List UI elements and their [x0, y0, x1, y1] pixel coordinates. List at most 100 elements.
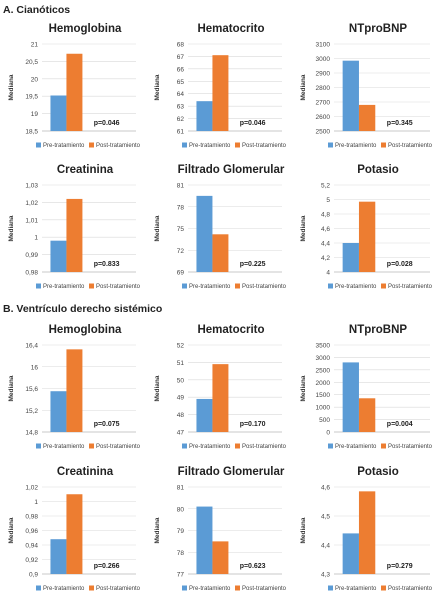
bar-post-tratamiento — [66, 198, 83, 272]
legend-label-post: Post-tratamiento — [96, 284, 141, 290]
legend-swatch-pre — [182, 443, 187, 449]
y-tick-label: 2700 — [316, 100, 331, 107]
chart-a-ntprobnp: NTproBNP 2500 2600 2700 2800 2900 3000 3100 Medi… — [300, 23, 433, 149]
y-axis-label: Mediana — [300, 375, 307, 401]
legend-label-pre: Pre-tratamiento — [189, 284, 231, 290]
y-tick-label: 1,03 — [25, 183, 38, 190]
legend-label-post: Post-tratamiento — [388, 143, 433, 149]
chart-a-hematocrito: Hematocrito 61 62 63 64 65 66 67 68 Mediana p=0.04… — [154, 23, 287, 149]
y-tick-label: 18,5 — [25, 129, 38, 136]
y-tick-label: 67 — [177, 54, 185, 61]
legend-label-pre: Pre-tratamiento — [43, 444, 85, 450]
chart-title: NTproBNP — [349, 23, 407, 35]
legend-swatch-pre — [328, 283, 333, 289]
y-tick-label: 4,2 — [321, 255, 330, 262]
y-tick-label: 4,3 — [321, 572, 330, 579]
chart-panel-a-hemoglobina: Hemoglobina 18,5 19 19,5 20 20,5 21 Mediana p=0.… — [2, 16, 146, 155]
y-tick-label: 78 — [177, 550, 185, 557]
y-tick-label: 72 — [177, 248, 185, 255]
y-tick-label: 14,8 — [25, 430, 38, 437]
p-value-annotation: p=0.623 — [240, 563, 266, 570]
chart-title: Filtrado Glomerular — [178, 164, 285, 176]
bar-pre-tratamiento — [196, 398, 213, 432]
y-tick-label: 1,02 — [25, 485, 38, 492]
legend-swatch-pre — [36, 142, 41, 148]
legend-swatch-post — [89, 585, 94, 591]
y-tick-label: 4 — [326, 270, 330, 277]
bar-pre-tratamiento — [196, 195, 213, 272]
y-tick-label: 62 — [177, 116, 185, 123]
y-tick-label: 2600 — [316, 114, 331, 121]
legend-swatch-pre — [182, 142, 187, 148]
legend-swatch-post — [381, 585, 386, 591]
legend-label-pre: Pre-tratamiento — [43, 143, 85, 149]
y-tick-label: 19 — [31, 111, 39, 118]
chart-panel-a-creatinina: Creatinina 0,98 0,99 1 1,01 1,02 1,03 Mediana p=… — [2, 157, 146, 296]
legend-swatch-post — [381, 443, 386, 449]
chart-title: Filtrado Glomerular — [178, 466, 285, 478]
bar-pre-tratamiento — [342, 60, 359, 131]
y-tick-label: 21 — [31, 42, 39, 49]
legend-label-pre: Pre-tratamiento — [335, 143, 377, 149]
bar-pre-tratamiento — [342, 533, 359, 574]
bar-post-tratamiento — [358, 104, 376, 131]
y-tick-label: 5,2 — [321, 183, 330, 190]
legend-label-post: Post-tratamiento — [388, 586, 433, 592]
y-axis-label: Mediana — [8, 74, 15, 100]
bar-pre-tratamiento — [342, 243, 359, 272]
chart-title: Hemoglobina — [49, 324, 122, 336]
y-tick-label: 79 — [177, 528, 185, 535]
legend-label-pre: Pre-tratamiento — [335, 284, 377, 290]
legend-label-post: Post-tratamiento — [242, 444, 287, 450]
y-tick-label: 4,6 — [321, 226, 330, 233]
legend-swatch-pre — [36, 585, 41, 591]
chart-b-ntprobnp: NTproBNP 0 500 1000 1500 2000 2500 3000 3500 Medi… — [300, 324, 433, 450]
y-tick-label: 15,6 — [25, 386, 38, 393]
p-value-annotation: p=0.266 — [94, 563, 120, 570]
y-tick-label: 2000 — [316, 380, 331, 387]
bar-post-tratamiento — [66, 53, 83, 131]
section-b-title: B. Ventrículo derecho sistémico — [3, 303, 163, 315]
y-tick-label: 1,01 — [25, 217, 38, 224]
y-axis-label: Mediana — [8, 517, 15, 543]
legend-label-pre: Pre-tratamiento — [189, 444, 231, 450]
chart-b-hemoglobina: Hemoglobina 14,8 15,2 15,6 16 16,4 Mediana p=0.… — [8, 324, 141, 450]
y-axis-label: Mediana — [154, 215, 161, 241]
y-tick-label: 4,5 — [321, 514, 330, 521]
p-value-annotation: p=0.075 — [94, 421, 120, 428]
bar-pre-tratamiento — [50, 95, 67, 131]
chart-a-hemoglobina: Hemoglobina 18,5 19 19,5 20 20,5 21 Mediana p=0.… — [8, 23, 141, 149]
chart-panel-b-ntprobnp: NTproBNP 0 500 1000 1500 2000 2500 3000 3500 Medi… — [294, 317, 440, 456]
bar-post-tratamiento — [66, 349, 83, 432]
bar-pre-tratamiento — [196, 101, 213, 131]
y-tick-label: 20 — [31, 76, 39, 83]
y-tick-label: 63 — [177, 104, 185, 111]
y-tick-label: 16,4 — [25, 343, 38, 350]
legend-label-pre: Pre-tratamiento — [43, 586, 85, 592]
chart-panel-b-filtrado: Filtrado Glomerular 77 78 79 80 81 Mediana p=0.… — [148, 459, 292, 598]
section-a-title: A. Cianóticos — [3, 4, 71, 16]
chart-a-potasio: Potasio 4 4,2 4,4 4,6 4,8 5 5,2 Mediana p=0.028 Pr… — [300, 164, 433, 290]
y-tick-label: 1500 — [316, 392, 331, 399]
y-axis-label: Mediana — [8, 375, 15, 401]
chart-panel-a-hematocrito: Hematocrito 61 62 63 64 65 66 67 68 Mediana p=0.04… — [148, 16, 292, 155]
y-tick-label: 19,5 — [25, 94, 38, 101]
y-axis-label: Mediana — [300, 215, 307, 241]
bar-pre-tratamiento — [50, 391, 67, 432]
y-tick-label: 4,4 — [321, 543, 330, 550]
y-tick-label: 20,5 — [25, 59, 38, 66]
legend-swatch-pre — [36, 443, 41, 449]
legend-swatch-pre — [182, 283, 187, 289]
chart-title: Creatinina — [57, 466, 114, 478]
p-value-annotation: p=0.046 — [94, 120, 120, 127]
legend-swatch-post — [89, 142, 94, 148]
chart-title: Hematocrito — [197, 23, 264, 35]
chart-a-creatinina: Creatinina 0,98 0,99 1 1,01 1,02 1,03 Mediana p=… — [8, 164, 141, 290]
bar-pre-tratamiento — [196, 506, 213, 574]
y-tick-label: 1,02 — [25, 200, 38, 207]
y-tick-label: 78 — [177, 204, 185, 211]
y-tick-label: 0,94 — [25, 543, 38, 550]
bar-post-tratamiento — [66, 494, 83, 574]
y-tick-label: 0,96 — [25, 528, 38, 535]
y-tick-label: 50 — [177, 377, 185, 384]
